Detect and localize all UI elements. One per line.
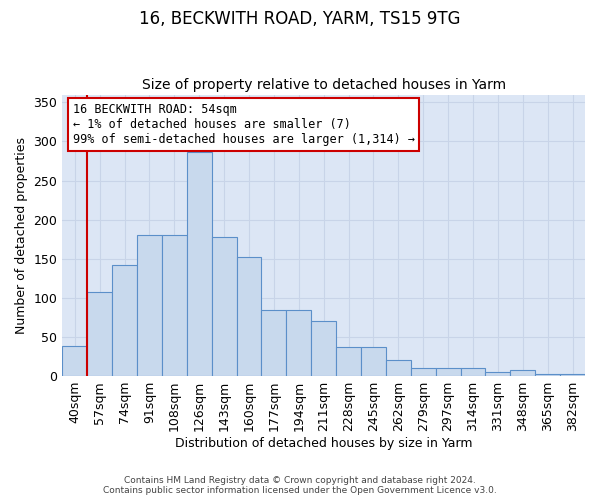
Bar: [87, 292, 112, 376]
Bar: [162, 236, 187, 376]
Bar: [336, 347, 361, 376]
Bar: [137, 236, 162, 376]
Bar: [386, 360, 411, 376]
Text: Contains HM Land Registry data © Crown copyright and database right 2024.
Contai: Contains HM Land Registry data © Crown c…: [103, 476, 497, 495]
Text: 16 BECKWITH ROAD: 54sqm
← 1% of detached houses are smaller (7)
99% of semi-deta: 16 BECKWITH ROAD: 54sqm ← 1% of detached…: [73, 103, 415, 146]
Bar: [112, 265, 137, 376]
Bar: [311, 322, 336, 376]
Bar: [560, 374, 585, 376]
Title: Size of property relative to detached houses in Yarm: Size of property relative to detached ho…: [142, 78, 506, 92]
Bar: [461, 368, 485, 376]
Text: 16, BECKWITH ROAD, YARM, TS15 9TG: 16, BECKWITH ROAD, YARM, TS15 9TG: [139, 10, 461, 28]
Bar: [187, 152, 212, 376]
Bar: [361, 347, 386, 376]
Bar: [286, 310, 311, 376]
Bar: [511, 370, 535, 376]
Bar: [212, 237, 236, 376]
Bar: [436, 368, 461, 376]
Bar: [485, 372, 511, 376]
X-axis label: Distribution of detached houses by size in Yarm: Distribution of detached houses by size …: [175, 437, 472, 450]
Bar: [411, 368, 436, 376]
Bar: [236, 257, 262, 376]
Y-axis label: Number of detached properties: Number of detached properties: [15, 137, 28, 334]
Bar: [535, 374, 560, 376]
Bar: [62, 346, 87, 376]
Bar: [262, 310, 286, 376]
